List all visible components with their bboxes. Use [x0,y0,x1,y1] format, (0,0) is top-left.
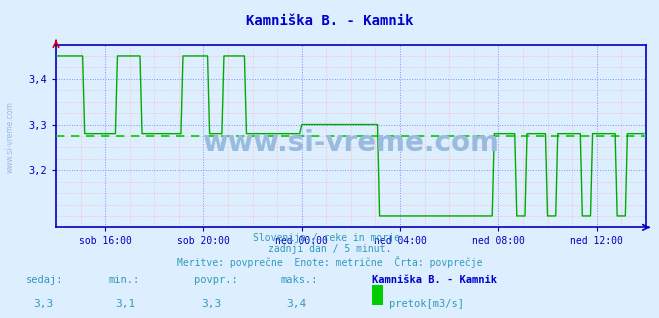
Text: 3,4: 3,4 [287,299,307,309]
Text: min.:: min.: [109,275,140,285]
Text: maks.:: maks.: [280,275,318,285]
Text: zadnji dan / 5 minut.: zadnji dan / 5 minut. [268,244,391,254]
Text: pretok[m3/s]: pretok[m3/s] [389,299,464,309]
Text: 3,3: 3,3 [33,299,53,309]
Text: povpr.:: povpr.: [194,275,238,285]
Text: www.si-vreme.com: www.si-vreme.com [202,129,500,157]
Text: 3,1: 3,1 [115,299,136,309]
Text: sedaj:: sedaj: [26,275,64,285]
Text: 3,3: 3,3 [201,299,221,309]
Text: Kamniška B. - Kamnik: Kamniška B. - Kamnik [372,275,498,285]
Text: Kamniška B. - Kamnik: Kamniška B. - Kamnik [246,14,413,28]
Text: Meritve: povprečne  Enote: metrične  Črta: povprečje: Meritve: povprečne Enote: metrične Črta:… [177,256,482,268]
Text: www.si-vreme.com: www.si-vreme.com [5,101,14,173]
Text: Slovenija / reke in morje.: Slovenija / reke in morje. [253,233,406,243]
